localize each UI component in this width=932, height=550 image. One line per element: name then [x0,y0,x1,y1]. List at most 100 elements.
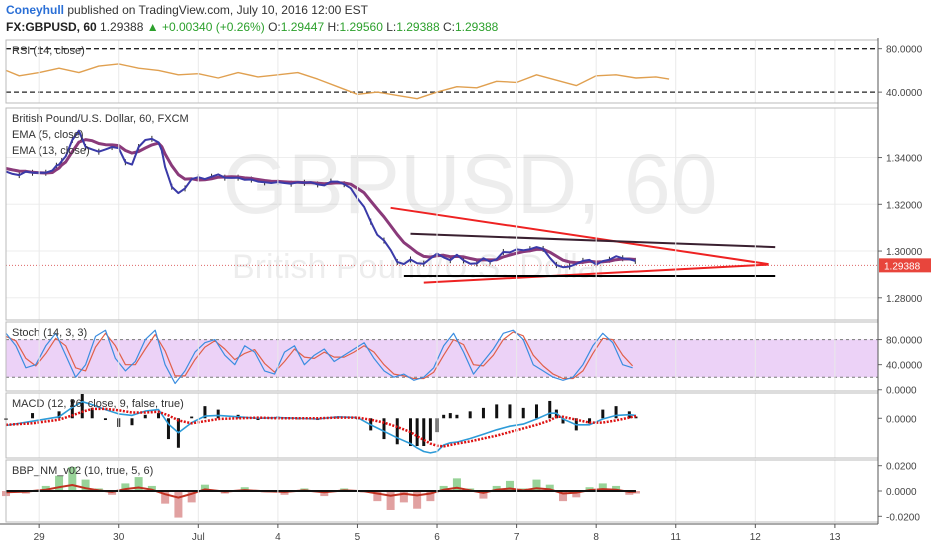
bbp-bar [545,484,554,491]
stoch-tick-label: 0.0000 [886,386,917,397]
price-tick-label: 1.28000 [886,294,923,305]
bbp-bar [81,479,90,491]
macd-hist-bar [561,418,565,424]
close-value: 1.29388 [454,20,499,34]
bbp-bar [174,491,183,518]
macd-hist-bar [103,418,107,421]
rsi-title: RSI (14, close) [12,45,85,57]
macd-hist-bar [256,418,260,421]
macd-hist-bar [90,407,94,419]
price-tick-label: 1.30000 [886,247,923,258]
macd-hist-bar [508,404,512,419]
quote-header: FX:GBPUSD, 60 1.29388 ▲ +0.00340 (+0.26%… [6,20,498,34]
rsi-tick-label: 40.0000 [886,88,923,99]
watermark-symbol: GBPUSD, 60 [223,137,718,231]
macd-hist-bar [157,413,161,419]
macd-hist-bar [634,416,638,419]
pane-border [5,39,879,104]
macd-hist-bar [31,413,35,419]
symbol-label: FX:GBPUSD, 60 [6,20,97,34]
last-price-tag-label: 1.29388 [884,261,921,272]
price-title: British Pound/U.S. Dollar, 60, FXCM [12,113,189,125]
bbp-bar [187,491,196,503]
stoch-d-line [5,331,634,380]
macd-hist-bar [203,406,207,419]
stoch-title: Stoch (14, 3, 3) [12,327,87,339]
price-tick-label: 1.32000 [886,200,923,211]
last-price: 1.29388 [100,20,144,34]
time-tick-label: 29 [34,532,46,543]
macd-hist-bar [588,418,592,424]
macd-title: MACD (12, 26, close, 9, false, true) [12,398,184,410]
time-tick-label: 6 [434,532,440,543]
macd-hist-bar [468,411,472,419]
stoch-tick-label: 40.0000 [886,361,923,372]
macd-hist-bar [80,394,84,419]
macd-hist-bar [57,411,61,419]
bbp-bar [320,491,329,497]
macd-hist-bar [70,399,74,419]
bbp-bar [426,491,435,502]
macd-hist-bar [216,409,220,419]
time-axis: 29 30 Jul 4 5 6 7 8 11 12 13 [0,523,878,543]
ema5-line [5,129,636,269]
bbp-bar [612,485,621,491]
macd-hist-bar [166,418,170,440]
ema13-label: EMA (13, close) [12,145,90,157]
trendline [410,232,776,249]
bbp-bar [452,478,461,491]
macd-hist-bar [601,409,605,419]
rsi-line [5,63,670,100]
bbp-bar [399,491,408,503]
macd-hist-bar [521,407,525,419]
bbp-bar [161,491,170,504]
author-link[interactable]: Coneyhull [6,3,65,17]
macd-hist-bar [481,407,485,419]
time-tick-label: 5 [355,532,361,543]
pane-frames [5,38,879,524]
macd-hist-bar [130,418,134,426]
time-tick-label: 8 [593,532,599,543]
bbp-bar [134,477,143,491]
bbp-bar [572,491,581,498]
macd-hist-bar [548,400,552,419]
macd-hist-bar [495,404,499,419]
macd-hist-bar [455,414,459,419]
bbp-bar [373,491,382,502]
macd-hist-bar [534,404,538,419]
high-value: 1.29560 [339,20,383,34]
price-change: ▲ +0.00340 (+0.26%) [146,20,265,34]
price-tick-label: 1.34000 [886,154,923,165]
bbp-bar [121,483,130,491]
high-label: H: [327,20,340,34]
publish-info: published on TradingView.com, July 10, 2… [67,3,368,17]
stoch-k-line [5,329,633,385]
bbp-tick-label: -0.0200 [886,512,920,523]
bbp-bar [479,491,488,499]
macd-hist-bar [422,418,426,447]
bbp-bar [413,491,422,509]
time-tick-label: Jul [192,532,205,543]
bbp-bar [559,491,568,502]
signal-line [5,407,637,448]
macd-line [5,400,637,454]
bbp-tick-label: 0.0000 [886,487,917,498]
rsi-pane: RSI (14, close) 80.0000 40.0000 [5,45,923,100]
time-tick-label: 4 [275,532,281,543]
low-label: L: [386,20,397,34]
time-tick-label: 7 [514,532,520,543]
time-tick-label: 13 [829,532,841,543]
bbp-bar [147,485,156,491]
macd-hist-bar [614,406,618,419]
bbp-bar [598,483,607,491]
time-tick-label: 30 [113,532,125,543]
bbp-bar [41,485,50,491]
bbp-bar [532,479,541,491]
macd-hist-bar [448,413,452,419]
bbp-bar [55,475,64,491]
ema5-label: EMA (5, close) [12,129,84,141]
bbp-bar [68,466,77,491]
bbp-bar [200,484,209,491]
